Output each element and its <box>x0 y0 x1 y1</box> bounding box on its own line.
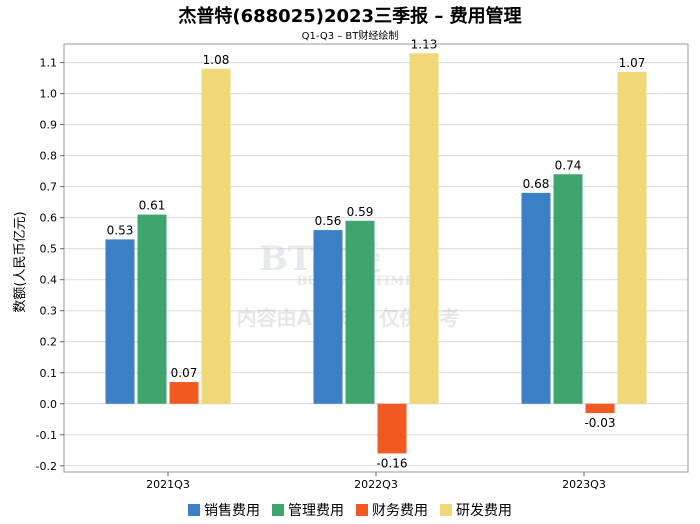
legend-item: 销售费用 <box>188 500 260 520</box>
y-tick-label: 0.2 <box>40 336 58 349</box>
data-label: 0.74 <box>555 158 582 172</box>
bar-2023Q3-财务费用 <box>585 403 615 414</box>
legend-swatch <box>440 504 452 516</box>
y-tick-label: 0.4 <box>40 274 58 287</box>
bars: 0.530.610.071.080.560.59-0.161.130.680.7… <box>105 37 647 470</box>
legend-item: 财务费用 <box>356 500 428 520</box>
bar-2022Q3-销售费用 <box>313 230 343 404</box>
legend-label: 销售费用 <box>204 503 260 519</box>
legend-label: 财务费用 <box>372 503 428 519</box>
y-tick-label: 1.1 <box>40 57 58 70</box>
bar-2021Q3-研发费用 <box>201 68 231 404</box>
data-label: 0.56 <box>315 214 342 228</box>
bar-2023Q3-管理费用 <box>553 174 583 404</box>
bar-2022Q3-财务费用 <box>377 403 407 454</box>
legend-label: 研发费用 <box>456 503 512 519</box>
y-tick-label: 0.5 <box>40 243 58 256</box>
data-label: 1.07 <box>619 56 646 70</box>
bar-2023Q3-销售费用 <box>521 192 551 404</box>
y-tick-label: -0.1 <box>36 429 57 442</box>
y-tick-label: -0.2 <box>36 460 57 473</box>
x-tick-label: 2023Q3 <box>562 478 606 491</box>
axes: -0.2 -0.1 0.0 0.1 0.2 0.3 0.4 0.5 0.6 0.7 0.8 0.9 1.… <box>36 43 689 491</box>
y-tick-label: 0.0 <box>40 398 58 411</box>
x-tick-label: 2022Q3 <box>354 478 398 491</box>
y-tick-label: 0.7 <box>40 181 58 194</box>
y-tick-label: 1.0 <box>40 88 58 101</box>
x-tick-label: 2021Q3 <box>146 478 190 491</box>
bar-2021Q3-财务费用 <box>169 382 199 404</box>
data-label: 0.59 <box>347 205 374 219</box>
bar-2022Q3-管理费用 <box>345 220 375 404</box>
y-tick-label: 0.3 <box>40 305 58 318</box>
y-tick-label: 0.9 <box>40 119 58 132</box>
bar-2023Q3-研发费用 <box>617 71 647 404</box>
data-label: 0.68 <box>523 177 550 191</box>
data-label: -0.16 <box>376 456 407 470</box>
bar-2021Q3-管理费用 <box>137 214 167 404</box>
bar-2022Q3-研发费用 <box>409 53 439 404</box>
grid-lines <box>64 62 688 467</box>
chart-title: 杰普特(688025)2023三季报 – 费用管理 <box>178 6 522 27</box>
data-label: 0.61 <box>139 199 166 213</box>
legend-item: 研发费用 <box>440 500 512 520</box>
legend-label: 管理费用 <box>288 503 344 519</box>
data-label: -0.03 <box>584 416 615 430</box>
y-tick-label: 0.6 <box>40 212 58 225</box>
legend-swatch <box>188 504 200 516</box>
bar-2021Q3-销售费用 <box>105 239 135 404</box>
legend: 销售费用 管理费用 财务费用 研发费用 <box>0 500 700 520</box>
legend-item: 管理费用 <box>272 500 344 520</box>
data-label: 1.08 <box>203 53 230 67</box>
y-axis-label: 数额(人民币亿元) <box>13 211 28 312</box>
legend-swatch <box>356 504 368 516</box>
y-tick-label: 0.8 <box>40 150 58 163</box>
data-label: 0.53 <box>107 223 134 237</box>
chart-subtitle: Q1-Q3 – BT财经绘制 <box>301 31 399 42</box>
legend-swatch <box>272 504 284 516</box>
y-tick-label: 0.1 <box>40 367 58 380</box>
data-label: 0.07 <box>171 366 198 380</box>
